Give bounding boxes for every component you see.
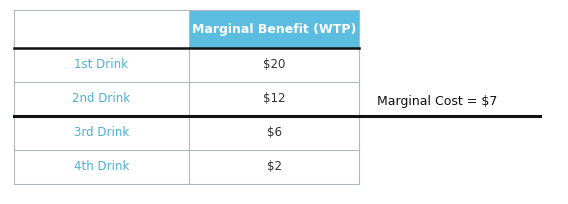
Text: 4th Drink: 4th Drink	[74, 161, 129, 173]
Text: 2nd Drink: 2nd Drink	[73, 92, 131, 105]
Text: Marginal Benefit (WTP): Marginal Benefit (WTP)	[192, 22, 356, 35]
Text: 1st Drink: 1st Drink	[74, 59, 128, 71]
Text: 3rd Drink: 3rd Drink	[74, 126, 129, 140]
Text: $2: $2	[266, 161, 282, 173]
Bar	[189, 10, 359, 48]
Text: $12: $12	[263, 92, 285, 105]
Text: $20: $20	[263, 59, 285, 71]
Text: Marginal Cost = $7: Marginal Cost = $7	[377, 95, 498, 108]
Text: $6: $6	[266, 126, 282, 140]
